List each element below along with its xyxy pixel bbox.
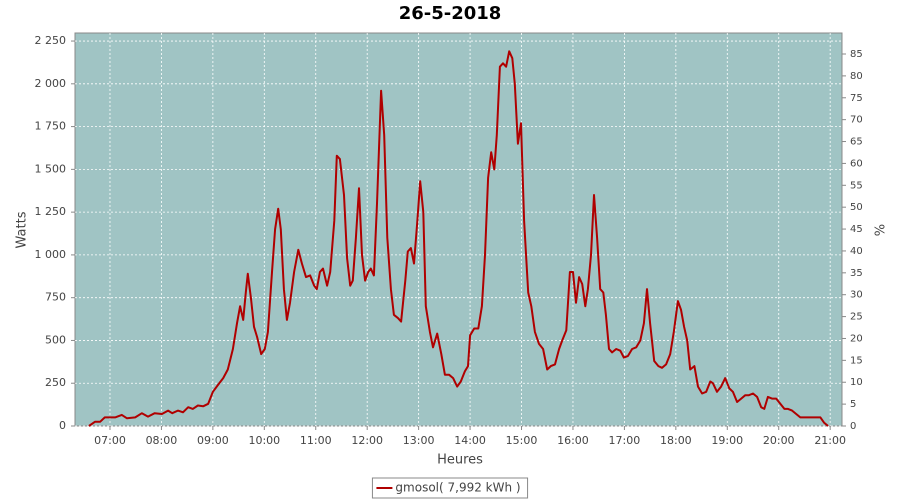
y2-tick-label: 45 xyxy=(850,224,863,235)
y-tick-label: 500 xyxy=(45,333,66,346)
y2-tick-label: 70 xyxy=(850,115,863,126)
x-tick-label: 11:00 xyxy=(300,434,332,447)
y2-tick-label: 0 xyxy=(850,421,856,432)
x-tick-label: 18:00 xyxy=(660,434,692,447)
x-tick-label: 16:00 xyxy=(557,434,589,447)
x-tick-label: 17:00 xyxy=(609,434,641,447)
legend-box xyxy=(371,477,529,499)
y2-tick-label: 85 xyxy=(850,49,863,60)
y2-tick-label: 40 xyxy=(850,246,863,257)
y2-tick-label: 55 xyxy=(850,180,863,191)
x-tick-label: 09:00 xyxy=(197,434,229,447)
x-axis-label: Heures xyxy=(437,453,483,468)
x-tick-label: 15:00 xyxy=(506,434,538,447)
y2-tick-label: 80 xyxy=(850,71,863,82)
x-tick-label: 12:00 xyxy=(351,434,383,447)
x-tick-label: 10:00 xyxy=(248,434,280,447)
chart-title: 26-5-2018 xyxy=(399,3,502,24)
x-tick-label: 19:00 xyxy=(711,434,743,447)
x-tick-label: 07:00 xyxy=(94,434,126,447)
y2-tick-label: 25 xyxy=(850,312,863,323)
y-tick-label: 250 xyxy=(45,376,66,389)
y2-tick-label: 35 xyxy=(850,268,863,279)
y2-tick-label: 15 xyxy=(850,355,863,366)
y-tick-label: 2 250 xyxy=(35,34,67,47)
x-tick-label: 14:00 xyxy=(454,434,486,447)
y2-tick-label: 65 xyxy=(850,137,863,148)
legend-label: gmosol( 7,992 kWh ) xyxy=(395,481,520,495)
x-tick-label: 13:00 xyxy=(403,434,435,447)
y-axis-label: Watts xyxy=(15,211,30,248)
x-tick-label: 21:00 xyxy=(814,434,846,447)
y2-tick-label: 60 xyxy=(850,158,863,169)
data-line xyxy=(88,50,829,427)
y-tick-label: 1 750 xyxy=(35,120,67,133)
y2-tick-label: 30 xyxy=(850,290,863,301)
y2-axis-label: % xyxy=(874,224,889,236)
y-tick-label: 1 500 xyxy=(35,162,67,175)
y2-tick-label: 10 xyxy=(850,377,863,388)
y-tick-label: 2 000 xyxy=(35,77,67,90)
y-tick-label: 0 xyxy=(59,419,66,432)
y-tick-label: 1 000 xyxy=(35,248,67,261)
x-tick-label: 20:00 xyxy=(763,434,795,447)
y-tick-label: 1 250 xyxy=(35,205,67,218)
plot-area xyxy=(74,32,843,427)
y-tick-label: 750 xyxy=(45,291,66,304)
y2-tick-label: 20 xyxy=(850,333,863,344)
x-tick-label: 08:00 xyxy=(146,434,178,447)
legend: gmosol( 7,992 kWh ) xyxy=(371,477,529,499)
y2-tick-label: 50 xyxy=(850,202,863,213)
y2-tick-label: 75 xyxy=(850,93,863,104)
y2-tick-label: 5 xyxy=(850,399,856,410)
